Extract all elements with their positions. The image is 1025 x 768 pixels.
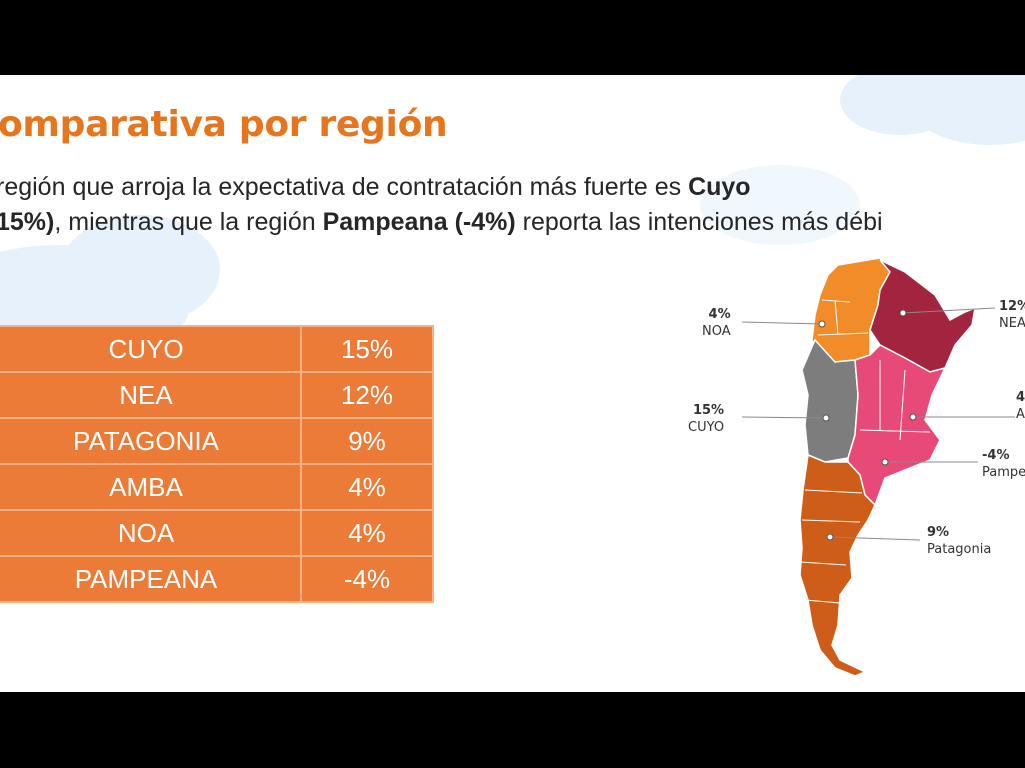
map-label-name: Pampe [982, 465, 1025, 480]
region-name: PAMPEANA [0, 555, 302, 603]
cloud-decoration [60, 215, 220, 325]
map-label-name: NEA [999, 316, 1025, 331]
map-label-pampeana: -4% Pampe [982, 447, 1025, 481]
region-name: CUYO [0, 325, 302, 373]
map-province-borders [799, 489, 863, 604]
map-label-name: CUYO [688, 420, 725, 435]
map-label-noa: 4% NOA [702, 306, 731, 340]
summary-line-2: 15%), mientras que la región Pampeana (-… [0, 208, 883, 236]
argentina-map [741, 257, 1015, 677]
region-value: 12% [300, 371, 434, 419]
table-row: PATAGONIA 9% [0, 417, 434, 465]
region-value: 15% [300, 325, 434, 373]
map-label-value: 12% [999, 299, 1025, 314]
region-name: PATAGONIA [0, 417, 302, 465]
map-region-patagonia [799, 453, 876, 677]
region-name: AMBA [0, 463, 302, 511]
table-row: NOA 4% [0, 509, 434, 557]
map-region-pampeana [847, 344, 947, 507]
map-province-borders [859, 360, 931, 441]
table-row: PAMPEANA -4% [0, 555, 434, 603]
cloud-decoration [840, 75, 960, 135]
map-label-nea: 12% NEA [999, 298, 1025, 332]
map-label-value: 9% [927, 525, 950, 540]
region-name: NEA [0, 371, 302, 419]
map-label-value: 15% [692, 403, 725, 418]
map-label-value: 4 [1016, 390, 1025, 405]
region-table: CUYO 15% NEA 12% PATAGONIA 9% AMBA 4% NOA 4% … [0, 325, 434, 603]
map-label-patagonia: 9% Patagonia [927, 524, 991, 558]
region-name: NOA [0, 509, 302, 557]
map-label-value: -4% [982, 448, 1010, 463]
map-label-amba: 4 A [1016, 389, 1025, 423]
map-label-name: A [1016, 407, 1025, 422]
region-value: 4% [300, 463, 434, 511]
summary-line-1: región que arroja la expectativa de cont… [0, 173, 751, 201]
region-value: -4% [300, 555, 434, 603]
region-value: 9% [300, 417, 434, 465]
map-label-value: 4% [708, 307, 731, 322]
summary-text: región que arroja la expectativa de cont… [0, 170, 1025, 240]
map-label-name: NOA [702, 324, 731, 339]
table-row: NEA 12% [0, 371, 434, 419]
table-row: CUYO 15% [0, 325, 434, 373]
marker-dots [818, 309, 917, 541]
table-row: AMBA 4% [0, 463, 434, 511]
map-region-cuyo [801, 338, 859, 463]
cloud-decoration [700, 165, 860, 245]
region-value: 4% [300, 509, 434, 557]
page-title: omparativa por región [0, 104, 448, 145]
map-province-borders [817, 299, 869, 336]
map-label-name: Patagonia [927, 542, 992, 557]
map-label-cuyo: 15% CUYO [688, 402, 724, 436]
leader-lines [741, 307, 1015, 541]
